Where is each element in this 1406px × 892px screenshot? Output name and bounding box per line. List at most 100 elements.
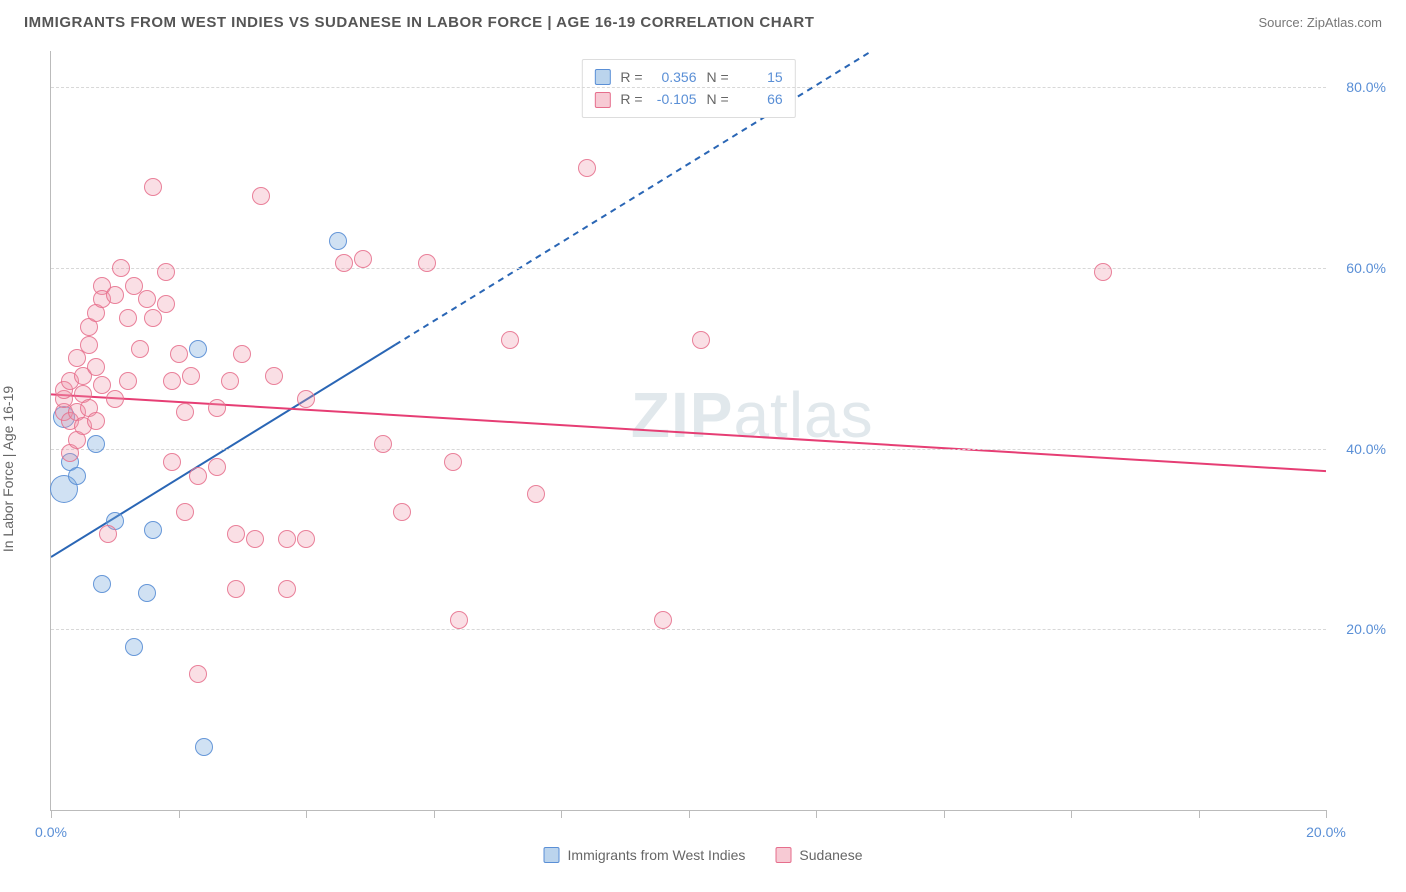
- scatter-point-pink: [182, 367, 200, 385]
- scatter-point-pink: [227, 525, 245, 543]
- r-value-blue: 0.356: [649, 66, 697, 88]
- scatter-point-pink: [278, 530, 296, 548]
- r-label: R =: [620, 66, 642, 88]
- y-tick-label: 80.0%: [1331, 79, 1386, 95]
- n-label: N =: [707, 88, 729, 110]
- legend-swatch-pink: [594, 92, 610, 108]
- scatter-point-pink: [87, 412, 105, 430]
- scatter-point-pink: [654, 611, 672, 629]
- gridline: [51, 449, 1326, 450]
- scatter-point-pink: [144, 178, 162, 196]
- scatter-point-pink: [131, 340, 149, 358]
- scatter-point-blue: [87, 435, 105, 453]
- series-legend: Immigrants from West Indies Sudanese: [544, 847, 863, 863]
- scatter-point-pink: [189, 467, 207, 485]
- scatter-point-pink: [68, 349, 86, 367]
- scatter-point-pink: [278, 580, 296, 598]
- scatter-point-pink: [99, 525, 117, 543]
- chart-area: In Labor Force | Age 16-19 ZIPatlas R = …: [0, 41, 1406, 881]
- scatter-point-pink: [221, 372, 239, 390]
- scatter-point-pink: [297, 390, 315, 408]
- scatter-point-pink: [176, 403, 194, 421]
- y-tick-label: 20.0%: [1331, 621, 1386, 637]
- trend-line-pink: [51, 394, 1326, 471]
- gridline: [51, 87, 1326, 88]
- scatter-point-pink: [374, 435, 392, 453]
- scatter-point-pink: [393, 503, 411, 521]
- scatter-point-pink: [692, 331, 710, 349]
- r-value-pink: -0.105: [649, 88, 697, 110]
- scatter-point-pink: [87, 358, 105, 376]
- scatter-point-pink: [176, 503, 194, 521]
- watermark: ZIPatlas: [631, 378, 874, 452]
- correlation-legend: R = 0.356 N = 15 R = -0.105 N = 66: [581, 59, 795, 118]
- scatter-point-pink: [208, 399, 226, 417]
- y-axis-label: In Labor Force | Age 16-19: [0, 386, 16, 552]
- source-prefix: Source:: [1258, 15, 1306, 30]
- scatter-point-pink: [106, 286, 124, 304]
- x-tick: [561, 810, 562, 818]
- x-tick: [51, 810, 52, 818]
- scatter-point-pink: [163, 453, 181, 471]
- scatter-point-pink: [157, 263, 175, 281]
- scatter-point-pink: [335, 254, 353, 272]
- scatter-point-blue: [93, 575, 111, 593]
- scatter-point-pink: [501, 331, 519, 349]
- series-name-pink: Sudanese: [799, 847, 862, 863]
- x-tick: [434, 810, 435, 818]
- r-label: R =: [620, 88, 642, 110]
- scatter-point-pink: [354, 250, 372, 268]
- trend-lines: [51, 51, 1326, 810]
- n-label: N =: [707, 66, 729, 88]
- scatter-point-pink: [297, 530, 315, 548]
- source-link[interactable]: ZipAtlas.com: [1307, 15, 1382, 30]
- scatter-point-pink: [106, 390, 124, 408]
- x-tick: [944, 810, 945, 818]
- scatter-point-pink: [138, 290, 156, 308]
- scatter-point-pink: [450, 611, 468, 629]
- correlation-legend-row-pink: R = -0.105 N = 66: [594, 88, 782, 110]
- scatter-point-pink: [119, 372, 137, 390]
- scatter-point-pink: [157, 295, 175, 313]
- scatter-point-pink: [119, 309, 137, 327]
- scatter-point-blue: [138, 584, 156, 602]
- scatter-point-pink: [189, 665, 207, 683]
- scatter-point-pink: [578, 159, 596, 177]
- series-legend-item-blue: Immigrants from West Indies: [544, 847, 746, 863]
- scatter-point-pink: [208, 458, 226, 476]
- correlation-legend-row-blue: R = 0.356 N = 15: [594, 66, 782, 88]
- scatter-point-pink: [80, 336, 98, 354]
- legend-swatch-pink: [775, 847, 791, 863]
- scatter-point-blue: [189, 340, 207, 358]
- x-tick: [1199, 810, 1200, 818]
- scatter-point-pink: [252, 187, 270, 205]
- x-tick: [1326, 810, 1327, 818]
- x-tick-label: 0.0%: [35, 824, 67, 840]
- scatter-point-blue: [144, 521, 162, 539]
- scatter-point-pink: [144, 309, 162, 327]
- scatter-point-pink: [265, 367, 283, 385]
- x-tick: [179, 810, 180, 818]
- scatter-point-pink: [444, 453, 462, 471]
- chart-source: Source: ZipAtlas.com: [1258, 15, 1382, 30]
- y-tick-label: 40.0%: [1331, 441, 1386, 457]
- x-tick: [689, 810, 690, 818]
- series-legend-item-pink: Sudanese: [775, 847, 862, 863]
- scatter-point-pink: [418, 254, 436, 272]
- x-tick: [306, 810, 307, 818]
- plot-region: ZIPatlas R = 0.356 N = 15 R = -0.105 N =…: [50, 51, 1326, 811]
- y-tick-label: 60.0%: [1331, 260, 1386, 276]
- chart-header: IMMIGRANTS FROM WEST INDIES VS SUDANESE …: [0, 0, 1406, 41]
- scatter-point-blue: [125, 638, 143, 656]
- x-tick: [816, 810, 817, 818]
- scatter-point-pink: [170, 345, 188, 363]
- scatter-point-pink: [227, 580, 245, 598]
- scatter-point-blue: [329, 232, 347, 250]
- scatter-point-pink: [1094, 263, 1112, 281]
- x-tick: [1071, 810, 1072, 818]
- scatter-point-pink: [163, 372, 181, 390]
- scatter-point-blue: [195, 738, 213, 756]
- scatter-point-blue: [68, 467, 86, 485]
- series-name-blue: Immigrants from West Indies: [568, 847, 746, 863]
- scatter-point-pink: [112, 259, 130, 277]
